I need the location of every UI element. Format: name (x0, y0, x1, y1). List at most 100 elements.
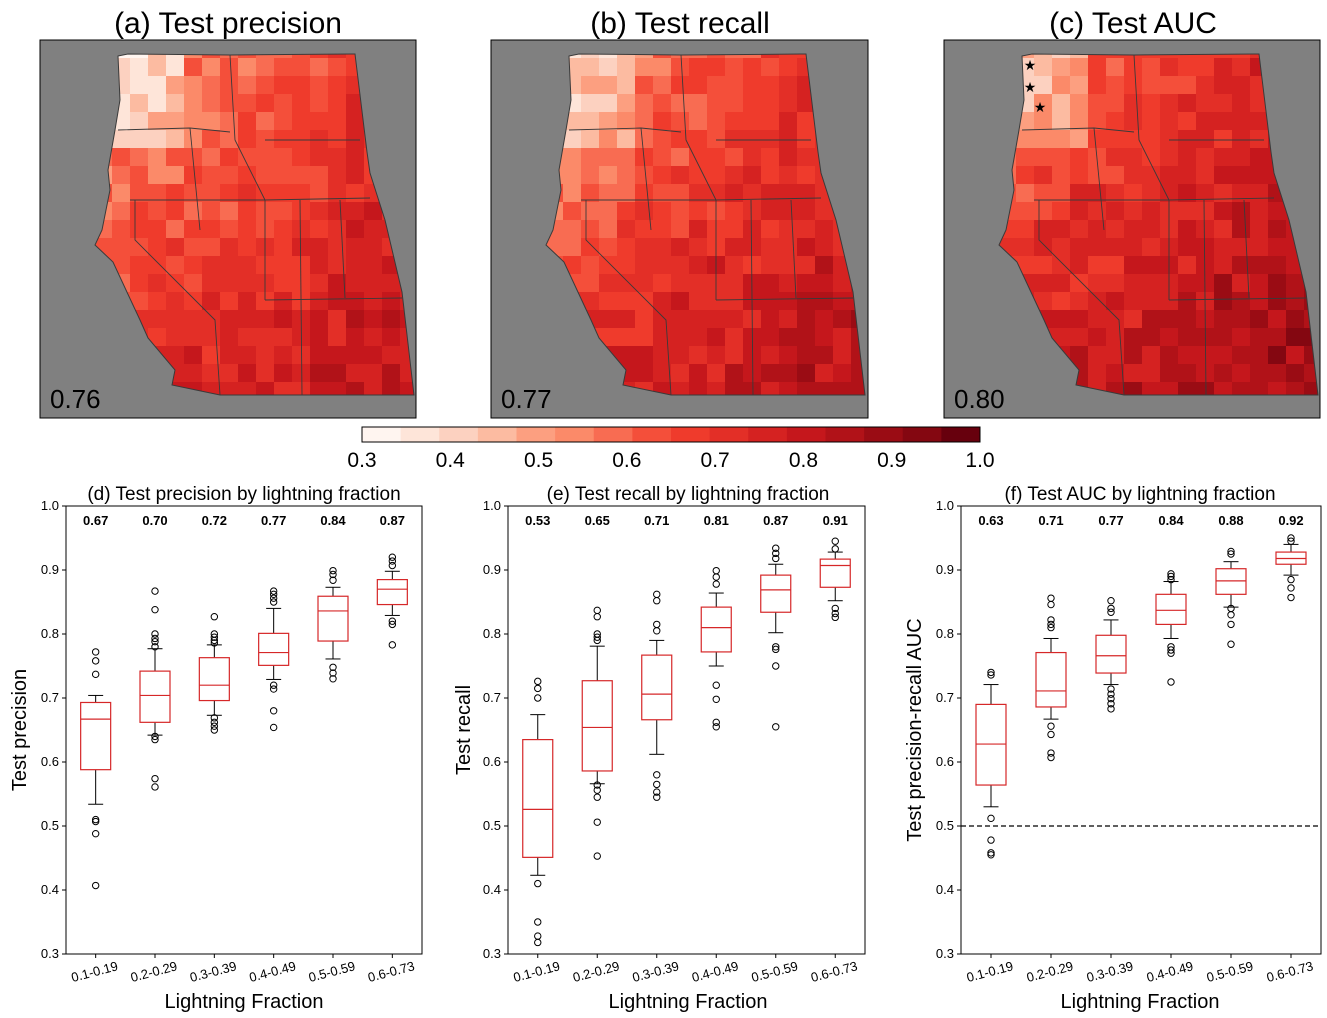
map-cell (779, 58, 797, 76)
map-cell (238, 184, 256, 202)
map-cell (869, 76, 887, 94)
map-cell (1322, 166, 1327, 184)
map-cell (1322, 40, 1327, 58)
map-cell (617, 112, 635, 130)
map-cell (1250, 274, 1268, 292)
outlier-point (388, 617, 397, 625)
map-cell (310, 54, 328, 58)
map-cell (1196, 130, 1214, 148)
map-cell (1034, 238, 1052, 256)
median-value-label: 0.63 (978, 513, 1003, 528)
chart-title: (e) Test recall by lightning fraction (547, 484, 830, 505)
outlier-point (91, 815, 100, 824)
map-cell (1088, 274, 1106, 292)
map-cell (328, 256, 346, 274)
colorbar-segment (439, 427, 479, 442)
colorbar-segment (516, 427, 556, 442)
region-outline (94, 53, 415, 396)
map-cell (220, 292, 238, 310)
x-tick-label: 0.3-0.39 (1085, 958, 1135, 985)
map-cell (869, 220, 887, 238)
map-cell (689, 238, 707, 256)
state-border-line (750, 199, 754, 396)
map-cell (256, 328, 274, 346)
outlier-point (534, 684, 542, 693)
map-cell (1250, 310, 1268, 328)
map-cell (599, 58, 617, 76)
map-cell (1178, 292, 1196, 310)
map-cell (256, 54, 274, 58)
map-cell (1250, 346, 1268, 364)
map-cell (1214, 58, 1232, 76)
map-cell (274, 76, 292, 94)
map-cell (256, 346, 274, 364)
map-cell (346, 292, 364, 310)
map-cell (130, 256, 148, 274)
map-cell (1232, 166, 1250, 184)
map-cell (166, 346, 184, 364)
map-cell (869, 256, 887, 274)
map-cell (581, 58, 599, 76)
x-tick-label: 0.6-0.73 (1265, 958, 1315, 985)
map-title: (b) Test recall (590, 7, 770, 40)
map-cell (202, 76, 220, 94)
map-cell (1250, 184, 1268, 202)
map-cell (761, 112, 779, 130)
map-cell (581, 148, 599, 166)
map-cell (166, 148, 184, 166)
map-cell (1250, 328, 1268, 346)
map-cell (725, 328, 743, 346)
map-cell (274, 382, 292, 395)
map-cell (1088, 310, 1106, 328)
map-cell (130, 130, 148, 148)
outlier-point (91, 648, 100, 656)
map-cell (328, 202, 346, 220)
map-cell (1286, 346, 1304, 364)
x-tick-label: 0.1-0.19 (965, 958, 1015, 985)
map-cell (418, 292, 436, 310)
median-value-label: 0.70 (142, 513, 167, 528)
map-cell (1160, 94, 1178, 112)
state-border-line (1168, 197, 1275, 201)
map-cell (184, 328, 202, 346)
y-tick-label: 0.9 (483, 562, 501, 577)
map-cell (1070, 274, 1088, 292)
outlier-point (1227, 620, 1235, 629)
map-cell (274, 166, 292, 184)
map-cell (220, 238, 238, 256)
map-cell (238, 202, 256, 220)
colorbar: 0.3 0.4 0.5 0.6 0.7 0.8 0.9 1.0 (347, 426, 995, 472)
state-border-line (1203, 199, 1207, 396)
map-cell (653, 166, 671, 184)
map-cell (310, 130, 328, 148)
outlier-point (210, 639, 219, 647)
map-cell (1214, 292, 1232, 310)
map-cell (1322, 238, 1327, 256)
map-cell (382, 274, 400, 292)
map-cell (797, 382, 815, 395)
outlier-point (151, 630, 159, 638)
map-cell (617, 130, 635, 148)
map-cell (653, 148, 671, 166)
map-cell (653, 94, 671, 112)
outlier-point (329, 566, 337, 575)
colorbar-segment (671, 427, 711, 442)
map-cell (1196, 166, 1214, 184)
map-cell (418, 346, 436, 364)
map-cell (1124, 256, 1142, 274)
map-cell (1088, 292, 1106, 310)
map-cell (202, 130, 220, 148)
map-cell (166, 328, 184, 346)
map-cell (112, 238, 130, 256)
map-cell (761, 328, 779, 346)
outlier-point (534, 879, 542, 888)
map-cell (166, 238, 184, 256)
map-cell (635, 364, 653, 382)
map-cell (418, 184, 436, 202)
plot-area (65, 505, 423, 955)
map-cell (184, 184, 202, 202)
map-cell (689, 346, 707, 364)
map-cell (148, 310, 166, 328)
map-cell (617, 238, 635, 256)
map-cell (1232, 256, 1250, 274)
